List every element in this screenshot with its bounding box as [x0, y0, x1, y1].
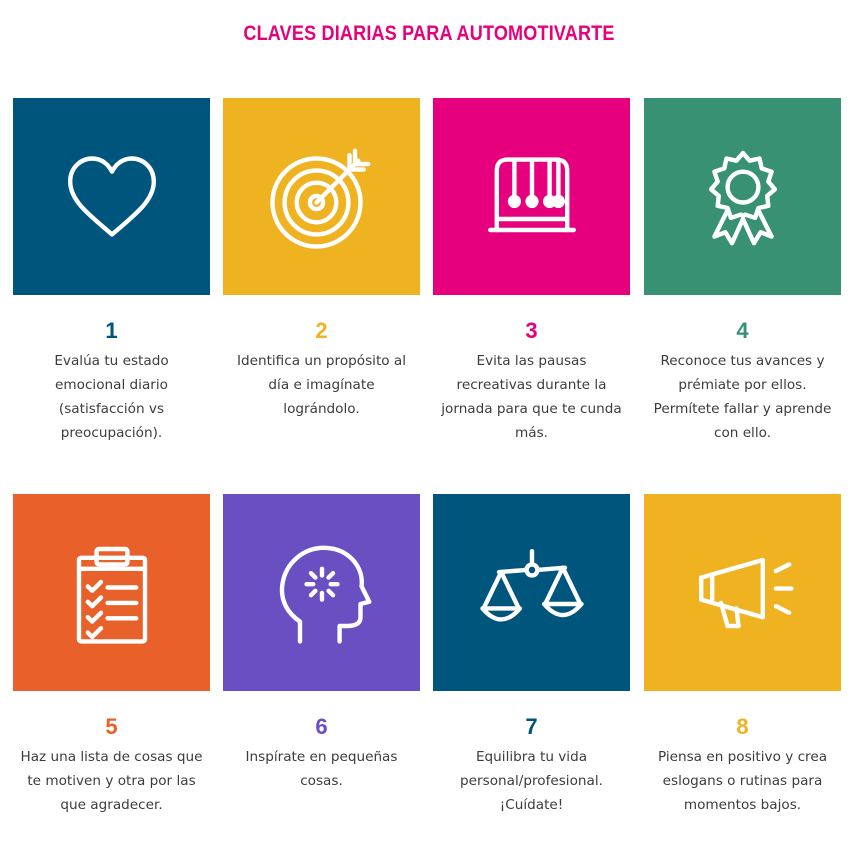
- card-number: 8: [736, 714, 749, 739]
- card-number: 6: [315, 714, 328, 739]
- card-1: 1 Evalúa tu estado emocional diario (sat…: [13, 98, 210, 445]
- card-text: Reconoce tus avances y prémiate por ello…: [653, 353, 832, 441]
- card-3: 3 Evita las pausas recreativas durante l…: [433, 98, 630, 445]
- card-text: Evalúa tu estado emocional diario (satis…: [54, 353, 169, 441]
- card-tile: [13, 494, 210, 691]
- card-number: 3: [525, 318, 538, 343]
- card-text: Piensa en positivo y crea eslogans o rut…: [657, 749, 828, 813]
- megaphone-icon: [698, 557, 794, 628]
- head-idea-icon: [279, 545, 371, 644]
- card-text: Evita las pausas recreativas durante la …: [441, 353, 622, 441]
- card-6: 6 Inspírate en pequeñas cosas.: [223, 494, 420, 793]
- card-number: 7: [525, 714, 538, 739]
- heart-icon: [67, 155, 156, 237]
- card-number: 2: [315, 318, 328, 343]
- card-tile: [223, 98, 420, 295]
- newtons-cradle-icon: [487, 156, 576, 232]
- card-text: Haz una lista de cosas que te motiven y …: [20, 749, 203, 813]
- card-tile: [644, 494, 841, 691]
- card-8: 8 Piensa en positivo y crea eslogans o r…: [644, 494, 841, 817]
- award-ribbon-icon: [708, 150, 777, 245]
- card-tile: [433, 494, 630, 691]
- card-tile: [223, 494, 420, 691]
- balance-scale-icon: [479, 548, 584, 622]
- card-number: 5: [105, 714, 118, 739]
- card-number: 4: [736, 318, 749, 343]
- page-title: CLAVES DIARIAS PARA AUTOMOTIVARTE: [243, 22, 615, 45]
- card-text: Identifica un propósito al día e imagína…: [236, 353, 407, 417]
- card-2: 2 Identifica un propósito al día e imagí…: [223, 98, 420, 421]
- card-4: 4 Reconoce tus avances y prémiate por el…: [644, 98, 841, 445]
- card-7: 7 Equilibra tu vida personal/profesional…: [433, 494, 630, 817]
- target-icon: [269, 148, 370, 249]
- card-number: 1: [105, 318, 118, 343]
- card-tile: [433, 98, 630, 295]
- card-5: 5 Haz una lista de cosas que te motiven …: [13, 494, 210, 817]
- card-tile: [644, 98, 841, 295]
- checklist-clipboard-icon: [76, 546, 147, 644]
- card-tile: [13, 98, 210, 295]
- card-text: Inspírate en pequeñas cosas.: [245, 749, 398, 789]
- card-text: Equilibra tu vida personal/profesional. …: [460, 749, 603, 813]
